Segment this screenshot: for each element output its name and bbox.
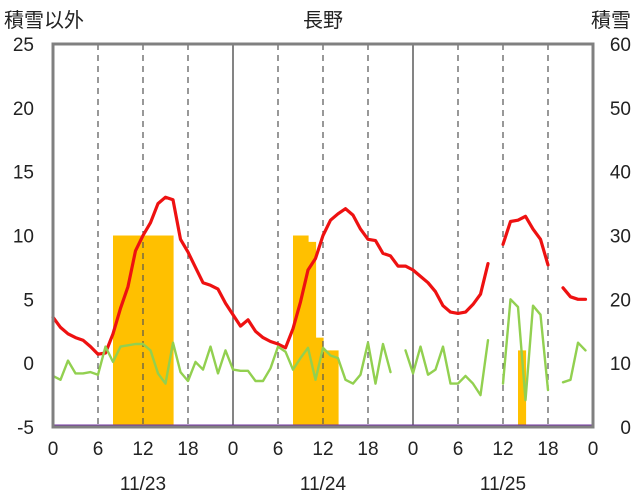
x-tick-label: 12 — [312, 439, 333, 460]
series-red-line — [501, 214, 550, 267]
snow-bar — [135, 235, 144, 427]
x-tick-label: 18 — [177, 439, 198, 460]
snow-bar — [315, 337, 324, 427]
y-left-tick-label: 10 — [13, 227, 34, 248]
series-green-line — [561, 341, 587, 384]
x-tick-label: 12 — [492, 439, 513, 460]
y-right-tick-label: 60 — [610, 35, 631, 56]
y-axis-right-label: 積雪 — [591, 9, 631, 32]
x-tick-label: 0 — [408, 439, 419, 460]
snow-bar — [165, 235, 174, 427]
y-right-tick-label: 0 — [620, 418, 631, 439]
snow-bar — [158, 235, 167, 427]
snow-depth-bars — [113, 235, 527, 427]
snow-bar — [143, 235, 152, 427]
x-tick-label: 12 — [132, 439, 153, 460]
date-label: 11/25 — [480, 474, 526, 495]
y-left-tick-label: 0 — [23, 354, 34, 375]
snow-bar — [120, 235, 129, 427]
date-label: 11/24 — [300, 474, 347, 495]
plot-frame — [51, 42, 595, 429]
series-green-line — [404, 339, 490, 397]
x-tick-label: 6 — [273, 439, 284, 460]
y-left-tick-label: 20 — [13, 99, 34, 120]
snow-bar — [113, 235, 122, 427]
y-right-tick-label: 50 — [610, 99, 631, 120]
x-tick-label: 0 — [228, 439, 239, 460]
snow-bar — [330, 350, 339, 427]
snow-bar — [518, 350, 527, 427]
date-label: 11/23 — [120, 474, 166, 495]
snow-bar — [308, 241, 317, 427]
x-tick-label: 18 — [537, 439, 558, 460]
chart-title: 長野 — [303, 10, 343, 32]
snow-bar — [293, 235, 302, 427]
x-tick-label: 6 — [93, 439, 104, 460]
snow-bar — [128, 235, 137, 427]
x-tick-label: 6 — [453, 439, 464, 460]
y-axis-left-label: 積雪以外 — [4, 9, 84, 32]
y-left-tick-label: 5 — [23, 290, 34, 311]
series-lines — [51, 195, 588, 402]
x-tick-label: 0 — [48, 439, 59, 460]
y-right-tick-label: 40 — [610, 163, 631, 184]
y-right-tick-label: 10 — [610, 354, 631, 375]
y-left-tick-label: 15 — [13, 163, 34, 184]
snow-bar — [150, 235, 159, 427]
series-red-line — [561, 286, 588, 301]
y-left-tick-label: -5 — [17, 418, 34, 439]
y-left-tick-label: 25 — [13, 35, 34, 56]
snow-bar — [323, 350, 332, 427]
series-red-line — [51, 195, 490, 356]
y-right-tick-label: 30 — [610, 227, 631, 248]
y-right-tick-label: 20 — [610, 290, 631, 311]
snow-bar — [300, 235, 309, 427]
x-tick-label: 18 — [357, 439, 378, 460]
series-green-line — [501, 298, 550, 402]
x-tick-label: 0 — [588, 439, 599, 460]
series-green-line — [51, 341, 392, 385]
